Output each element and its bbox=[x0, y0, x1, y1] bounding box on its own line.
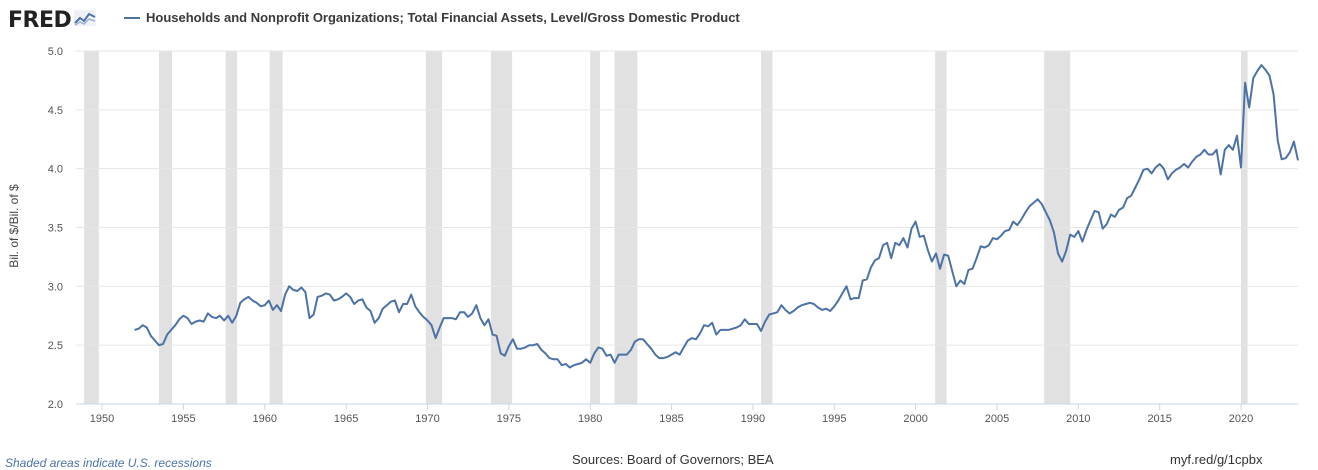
x-tick-label-11: 2005 bbox=[985, 413, 1009, 425]
x-tick-label-6: 1980 bbox=[578, 413, 602, 425]
y-tick-label-4: 4.0 bbox=[48, 164, 63, 176]
x-tick-label-2: 1960 bbox=[253, 413, 277, 425]
x-tick-label-7: 1985 bbox=[659, 413, 683, 425]
fred-logo[interactable]: FRED bbox=[8, 8, 97, 33]
sources-text: Sources: Board of Governors; BEA bbox=[572, 452, 774, 467]
x-tick-label-13: 2015 bbox=[1147, 413, 1171, 425]
chart-line-icon bbox=[74, 10, 97, 31]
y-tick-label-2: 3.0 bbox=[48, 281, 63, 293]
legend-label: Households and Nonprofit Organizations; … bbox=[146, 10, 740, 25]
x-tick-label-0: 1950 bbox=[90, 413, 114, 425]
x-tick-label-3: 1965 bbox=[334, 413, 358, 425]
x-tick-label-14: 2020 bbox=[1229, 413, 1253, 425]
y-tick-label-3: 3.5 bbox=[48, 223, 63, 235]
fred-logo-text: FRED bbox=[8, 8, 72, 33]
x-tick-label-8: 1990 bbox=[741, 413, 765, 425]
y-tick-label-1: 2.5 bbox=[48, 340, 63, 352]
y-tick-label-6: 5.0 bbox=[48, 46, 63, 58]
x-tick-label-9: 1995 bbox=[822, 413, 846, 425]
series-line-0 bbox=[134, 64, 1299, 369]
chart-legend: Households and Nonprofit Organizations; … bbox=[124, 10, 740, 25]
x-tick-label-1: 1955 bbox=[171, 413, 195, 425]
legend-swatch bbox=[124, 16, 140, 19]
chart-header: FRED Households and Nonprofit Organizati… bbox=[0, 0, 1318, 40]
recession-note: Shaded areas indicate U.S. recessions bbox=[5, 456, 212, 470]
x-tick-label-10: 2000 bbox=[903, 413, 927, 425]
chart-area: 2.0 2.5 3.0 3.5 4.0 4.5 5.0 1950 1955 1960 1965 197… bbox=[48, 46, 1299, 425]
y-tick-label-5: 4.5 bbox=[48, 105, 63, 117]
x-tick-label-5: 1975 bbox=[497, 413, 521, 425]
short-link[interactable]: myf.red/g/1cpbx bbox=[1170, 452, 1263, 467]
x-tick-label-4: 1970 bbox=[415, 413, 439, 425]
x-tick-label-12: 2010 bbox=[1066, 413, 1090, 425]
y-tick-label-0: 2.0 bbox=[48, 399, 63, 411]
